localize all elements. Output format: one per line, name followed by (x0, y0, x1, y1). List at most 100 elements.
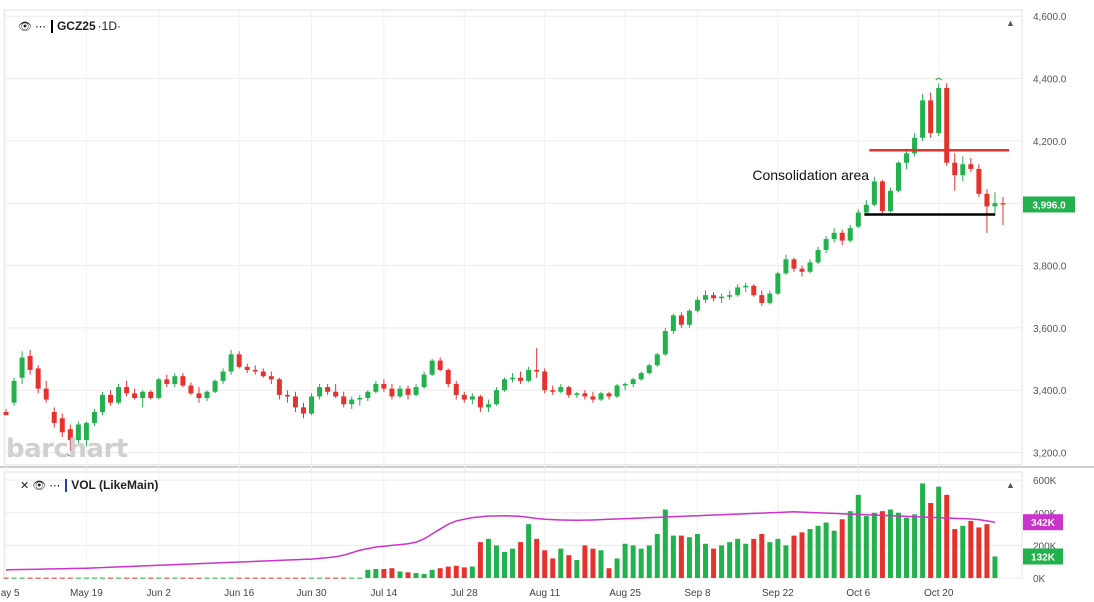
candle-body (413, 387, 419, 395)
candle-body (325, 387, 331, 392)
candle-body (349, 399, 355, 405)
candle-body (172, 376, 178, 384)
candle-body (212, 380, 218, 392)
volume-bar (743, 543, 749, 578)
volume-bar (51, 577, 57, 579)
volume-bar (461, 567, 467, 578)
volume-bar (196, 577, 202, 579)
volume-bar (43, 577, 49, 579)
series-color-swatch (50, 19, 53, 33)
volume-bar (694, 533, 700, 578)
candle-body (268, 376, 274, 380)
volume-bar (646, 545, 652, 578)
candle-body (276, 379, 282, 395)
candle-body (518, 377, 524, 381)
candle-body (510, 377, 516, 380)
candle-body (124, 387, 130, 394)
eye-icon[interactable]: 👁 (18, 20, 32, 33)
volume-bar (333, 577, 339, 579)
price-tick-label: 3,800.0 (1033, 262, 1067, 273)
candle-body (775, 273, 781, 294)
candle-body (936, 87, 942, 134)
price-tick-label: 3,400.0 (1033, 386, 1067, 397)
volume-bar (188, 577, 194, 579)
volume-bar (381, 569, 387, 578)
candle-body (461, 394, 467, 400)
candle-body (574, 393, 580, 395)
volume-bar (3, 577, 9, 579)
volume-bar (534, 538, 540, 578)
volume-bar (759, 533, 765, 578)
more-options-icon[interactable]: ⋯ (34, 20, 46, 33)
candle-body (767, 293, 773, 303)
volume-bar (719, 545, 725, 578)
volume-study-label: VOL (LikeMain) (71, 478, 159, 492)
price-tick-label: 4,400.0 (1033, 75, 1067, 86)
candle-body (397, 388, 403, 397)
candle-body (686, 310, 692, 325)
collapse-panel-icon[interactable]: ▲ (1006, 480, 1015, 490)
candle-body (855, 212, 861, 227)
collapse-panel-icon[interactable]: ▲ (1006, 18, 1015, 28)
candle-body (960, 164, 966, 176)
series-color-swatch (65, 478, 68, 492)
candle-body (662, 330, 668, 355)
volume-bar (855, 494, 861, 578)
volume-bar (244, 577, 250, 579)
candle-body (558, 387, 564, 392)
candle-body (99, 394, 105, 413)
interval-label[interactable]: ·1D· (97, 19, 121, 33)
volume-legend: ✕ 👁 ⋯ VOL (LikeMain) (20, 478, 158, 492)
candle-body (807, 262, 813, 272)
volume-bar (912, 514, 918, 578)
close-icon[interactable]: ✕ (20, 479, 30, 492)
volume-bar (140, 577, 146, 579)
last-price-label: 3,996.0 (1032, 200, 1066, 211)
candle-body (654, 354, 660, 366)
candle-body (759, 295, 765, 303)
eye-icon[interactable]: 👁 (32, 479, 47, 492)
candle-body (751, 285, 757, 296)
volume-bar (574, 560, 580, 578)
time-tick-label: Oct 6 (846, 588, 870, 599)
volume-bar (75, 577, 81, 579)
candle-body (220, 371, 226, 381)
candle-body (590, 396, 596, 400)
candle-body (132, 393, 138, 398)
price-panel-frame (3, 9, 1023, 466)
volume-bar (148, 577, 154, 579)
volume-bar (421, 573, 427, 578)
volume-bar (260, 577, 266, 579)
volume-bar (518, 542, 524, 578)
candle-body (968, 164, 974, 169)
volume-bar (502, 551, 507, 578)
annotation-label: Consolidation area (752, 167, 869, 183)
candle-body (477, 396, 483, 408)
candle-body (606, 393, 612, 397)
price-tick-label: 3,200.0 (1033, 449, 1067, 460)
volume-bar (156, 577, 162, 579)
volume-bar (686, 537, 692, 578)
candle-body (27, 355, 33, 370)
candle-body (992, 203, 998, 207)
candle-body (83, 422, 89, 441)
volume-bar (582, 545, 588, 578)
candle-body (534, 369, 540, 372)
volume-bar (678, 535, 684, 578)
volume-bar (164, 577, 170, 579)
volume-bar (590, 548, 596, 578)
candle-body (228, 354, 234, 372)
volume-bar (831, 530, 837, 578)
volume-bar (767, 542, 773, 578)
volume-bar (847, 511, 853, 578)
candle-body (309, 396, 315, 414)
volume-bar (815, 525, 821, 578)
more-options-icon[interactable]: ⋯ (49, 479, 61, 492)
candle-body (847, 228, 853, 241)
candle-body (912, 137, 918, 154)
volume-bar (598, 550, 604, 578)
volume-bar (276, 577, 282, 579)
volume-bar (751, 538, 757, 578)
volume-ma-badge (1023, 514, 1063, 531)
